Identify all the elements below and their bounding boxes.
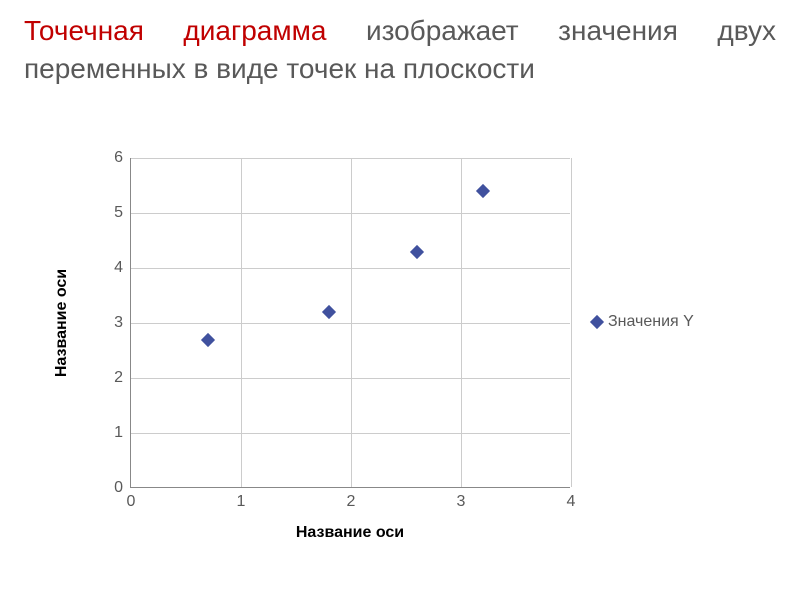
data-point	[322, 305, 336, 319]
data-point	[201, 332, 215, 346]
y-tick-label: 4	[114, 259, 123, 277]
y-tick-label: 0	[114, 479, 123, 497]
y-axis-label: Название оси	[53, 269, 71, 377]
x-axis-label: Название оси	[296, 524, 404, 542]
x-tick-label: 2	[347, 493, 356, 511]
x-tick-label: 4	[567, 493, 576, 511]
y-tick-label: 3	[114, 314, 123, 332]
chart-legend: Значения Y	[592, 313, 694, 331]
x-tick-label: 3	[457, 493, 466, 511]
y-tick-label: 5	[114, 204, 123, 222]
y-tick-label: 6	[114, 149, 123, 167]
data-point	[410, 244, 424, 258]
gridline-v	[241, 158, 242, 487]
gridline-v	[351, 158, 352, 487]
data-point	[476, 184, 490, 198]
x-tick-label: 0	[127, 493, 136, 511]
plot-area: 012345601234	[130, 158, 570, 488]
x-tick-label: 1	[237, 493, 246, 511]
legend-marker-icon	[590, 315, 604, 329]
gridline-v	[571, 158, 572, 487]
scatter-chart: Название оси Название оси 012345601234 З…	[32, 148, 732, 558]
legend-label: Значения Y	[608, 313, 694, 331]
y-tick-label: 2	[114, 369, 123, 387]
slide-heading: Точечная диаграмма изображает значения д…	[0, 0, 800, 96]
heading-highlight: Точечная диаграмма	[24, 15, 326, 46]
gridline-v	[461, 158, 462, 487]
y-tick-label: 1	[114, 424, 123, 442]
